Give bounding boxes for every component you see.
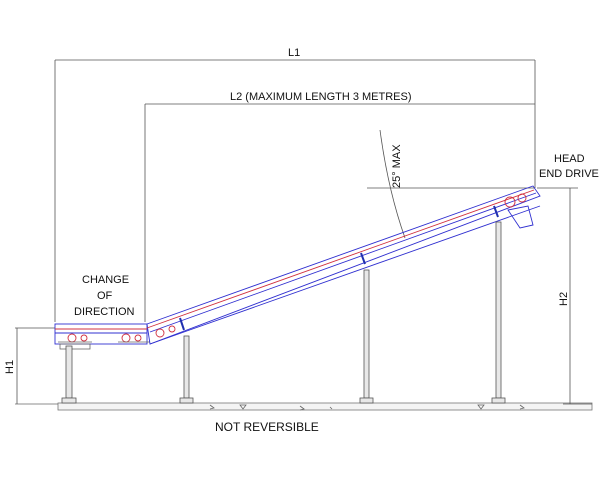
change-of-direction-line2: OF	[97, 290, 113, 302]
support-leg-1	[61, 345, 77, 404]
h1-label: H1	[4, 360, 16, 374]
change-of-direction-line3: DIRECTION	[74, 306, 135, 318]
floor	[15, 402, 593, 411]
angle-label: 25° MAX	[391, 144, 403, 188]
horizontal-conveyor-section	[54, 323, 150, 350]
h2-label: H2	[558, 292, 570, 306]
dimension-l1: L1	[54, 47, 536, 322]
not-reversible-label: NOT REVERSIBLE	[215, 420, 319, 434]
support-leg-4	[491, 221, 506, 404]
angle-indicator: 25° MAX	[367, 129, 535, 239]
change-of-direction-line1: CHANGE	[82, 274, 129, 286]
dimension-l2: L2 (MAXIMUM LENGTH 3 METRES)	[144, 91, 535, 322]
joint-markers	[179, 205, 499, 331]
dimension-h1: H1	[4, 327, 55, 404]
l1-label: L1	[288, 47, 300, 59]
head-end-drive-label-line1: HEAD	[554, 153, 585, 165]
support-leg-2	[179, 335, 194, 404]
inclined-conveyor-section	[146, 185, 541, 345]
dimension-h2: H2	[537, 187, 592, 405]
support-leg-3	[359, 269, 374, 404]
head-end-drive-label-line2: END DRIVE	[539, 168, 599, 180]
l2-label: L2 (MAXIMUM LENGTH 3 METRES)	[230, 91, 412, 103]
